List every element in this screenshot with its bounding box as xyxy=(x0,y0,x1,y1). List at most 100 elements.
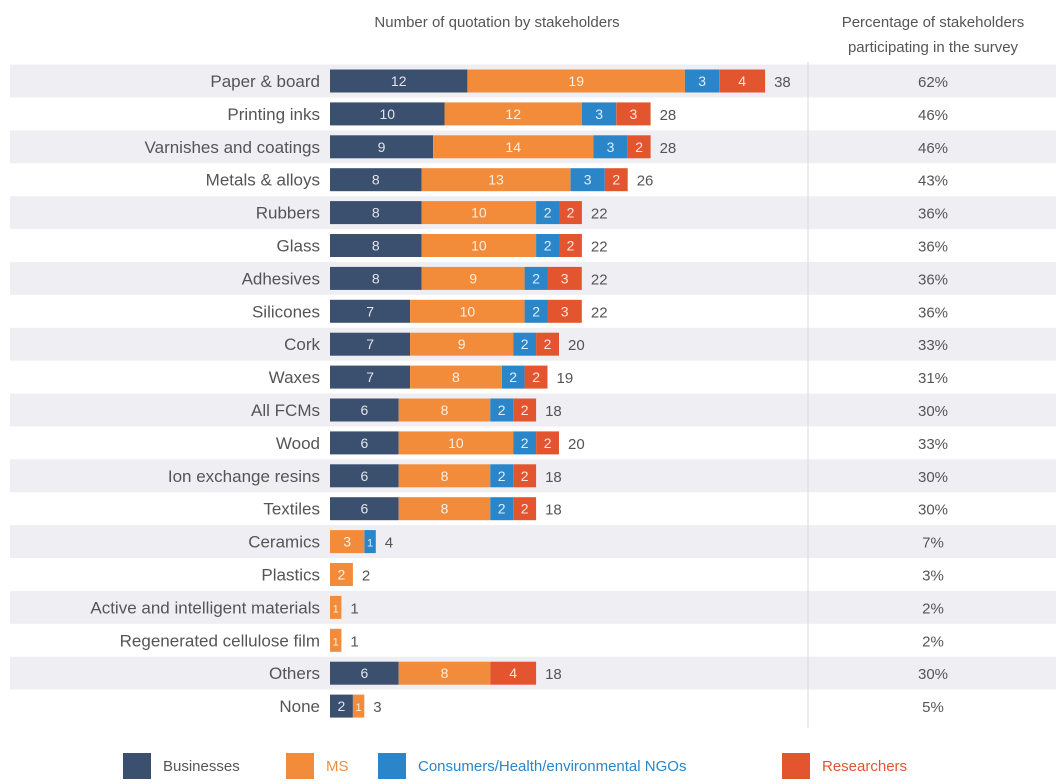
category-label: Metals & alloys xyxy=(206,171,320,190)
total-label: 18 xyxy=(545,502,562,519)
bar-segment-ms xyxy=(398,464,491,488)
bar-row: Printing inks 10 12 3 3 28 46% xyxy=(227,102,948,126)
bar-segment-ms xyxy=(352,694,365,718)
bar-segment-businesses xyxy=(330,69,468,93)
segment-value-label: 2 xyxy=(498,468,506,484)
legend-label: Researchers xyxy=(822,758,907,775)
percentage-label: 3% xyxy=(922,568,944,585)
legend-swatch xyxy=(782,753,810,779)
segment-value-label: 2 xyxy=(521,336,529,352)
percentage-label: 36% xyxy=(918,271,948,288)
bar-segment-ms xyxy=(330,595,342,619)
percentage-label: 31% xyxy=(918,370,948,387)
segment-value-label: 12 xyxy=(505,106,521,122)
bar-segment-ms xyxy=(421,201,537,225)
segment-value-label: 2 xyxy=(544,336,552,352)
segment-value-label: 8 xyxy=(372,270,380,286)
bar-segment-researchers xyxy=(547,299,582,323)
segment-value-label: 3 xyxy=(561,270,569,286)
percentage-label: 36% xyxy=(918,304,948,321)
bar-row: All FCMs 6 8 2 2 18 30% xyxy=(251,398,948,422)
bar-segment-businesses xyxy=(330,201,422,225)
bar-segment-ms xyxy=(433,135,594,159)
total-label: 22 xyxy=(591,304,608,321)
segment-value-label: 2 xyxy=(567,205,575,221)
bar-segment-businesses xyxy=(330,234,422,257)
segment-value-label: 2 xyxy=(521,402,529,418)
bar-row: Waxes 7 8 2 2 19 31% xyxy=(269,365,948,389)
bar-segment-researchers xyxy=(513,398,537,422)
category-label: Active and intelligent materials xyxy=(90,598,320,617)
segment-value-label: 2 xyxy=(521,501,529,517)
bar-segment-ngos xyxy=(513,332,537,356)
legend-item: Businesses xyxy=(123,753,240,779)
percentage-label: 33% xyxy=(918,436,948,453)
segment-value-label: 2 xyxy=(635,139,643,155)
bar-segment-researchers xyxy=(513,497,537,521)
total-label: 22 xyxy=(591,206,608,223)
category-label: Ceramics xyxy=(248,533,320,552)
total-label: 18 xyxy=(545,403,562,420)
bar-segment-researchers xyxy=(536,332,559,356)
bar-row: Ion exchange resins 6 8 2 2 18 30% xyxy=(168,464,948,488)
row-stripe xyxy=(10,525,1056,558)
bar-segment-businesses xyxy=(330,299,411,323)
total-label: 28 xyxy=(660,107,677,124)
legend-item: Consumers/Health/environmental NGOs xyxy=(378,753,686,779)
segment-value-label: 3 xyxy=(584,172,592,188)
bar-segment-businesses xyxy=(330,694,353,718)
segment-value-label: 10 xyxy=(460,303,476,319)
percentage-label: 30% xyxy=(918,666,948,683)
legend-swatch xyxy=(123,753,151,779)
right-header-line2: participating in the survey xyxy=(848,39,1019,56)
bar-segment-ms xyxy=(398,431,514,455)
total-label: 3 xyxy=(373,699,381,716)
bar-segment-businesses xyxy=(330,102,445,126)
total-label: 22 xyxy=(591,239,608,256)
bar-segment-ngos xyxy=(490,398,514,422)
bar-row: Cork 7 9 2 2 20 33% xyxy=(284,332,948,356)
segment-value-label: 2 xyxy=(509,369,517,385)
category-label: Textiles xyxy=(263,500,320,519)
bar-segment-ngos xyxy=(490,464,514,488)
percentage-label: 2% xyxy=(922,633,944,650)
segment-value-label: 2 xyxy=(521,468,529,484)
segment-value-label: 13 xyxy=(488,172,504,188)
category-label: All FCMs xyxy=(251,401,320,420)
bar-row: Varnishes and coatings 9 14 3 2 28 46% xyxy=(145,135,948,159)
segment-value-label: 19 xyxy=(568,73,584,89)
segment-value-label: 2 xyxy=(567,238,575,254)
bar-segment-researchers xyxy=(536,431,559,455)
segment-value-label: 10 xyxy=(471,205,487,221)
bar-row: Glass 8 10 2 2 22 36% xyxy=(277,234,948,257)
total-label: 20 xyxy=(568,436,585,453)
segment-value-label: 4 xyxy=(738,73,746,89)
category-label: Silicones xyxy=(252,302,320,321)
total-label: 22 xyxy=(591,271,608,288)
left-header: Number of quotation by stakeholders xyxy=(374,14,619,31)
bar-segment-businesses xyxy=(330,431,399,455)
segment-value-label: 2 xyxy=(338,698,346,714)
legend-item: Researchers xyxy=(782,753,907,779)
bar-segment-ngos xyxy=(490,497,514,521)
bar-segment-businesses xyxy=(330,365,411,389)
segment-value-label: 6 xyxy=(361,665,369,681)
segment-value-label: 9 xyxy=(378,139,386,155)
legend-swatch xyxy=(378,753,406,779)
bar-segment-ngos xyxy=(684,69,720,93)
segment-value-label: 1 xyxy=(333,636,339,648)
bar-row: Metals & alloys 8 13 3 2 26 43% xyxy=(206,168,948,192)
segment-value-label: 8 xyxy=(452,369,460,385)
total-label: 38 xyxy=(774,74,791,91)
bar-segment-ngos xyxy=(581,102,617,126)
segment-value-label: 3 xyxy=(630,106,638,122)
bar-segment-ms xyxy=(410,365,502,389)
segment-value-label: 3 xyxy=(561,303,569,319)
segment-value-label: 2 xyxy=(532,303,540,319)
bar-segment-ms xyxy=(398,661,491,685)
legend-item: MS xyxy=(286,753,349,779)
bar-segment-ngos xyxy=(536,201,559,225)
bar-segment-ms xyxy=(421,266,525,290)
legend-swatch xyxy=(286,753,314,779)
